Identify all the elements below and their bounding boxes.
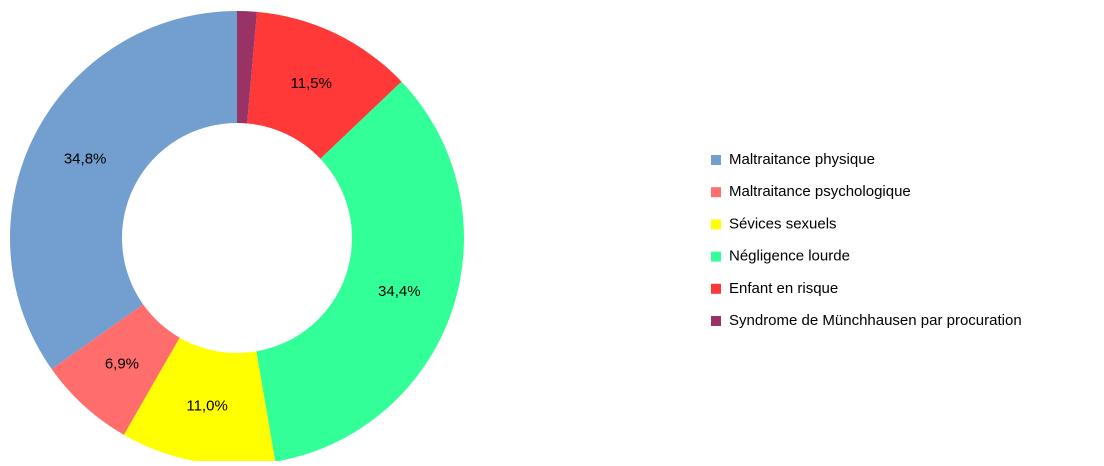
data-label: 11,0%: [186, 397, 227, 414]
donut-slice: [256, 81, 464, 462]
data-label: 34,4%: [378, 283, 421, 300]
data-label: 11,5%: [291, 75, 332, 92]
donut-slice: [237, 11, 257, 124]
legend-label: Sévices sexuels: [729, 215, 837, 232]
legend-label: Maltraitance psychologique: [729, 183, 911, 200]
legend-swatch: [711, 283, 721, 294]
legend-label: Syndrome de Münchhausen par procuration: [729, 312, 1022, 329]
legend-swatch: [711, 155, 721, 165]
legend-swatch: [711, 251, 721, 262]
legend-label: Maltraitance physique: [729, 151, 875, 168]
donut-slice: [247, 11, 402, 159]
legend-swatch: [711, 219, 721, 230]
data-label: 6,9%: [105, 355, 139, 372]
legend-swatch: [711, 187, 721, 198]
legend-label: Négligence lourde: [729, 248, 850, 265]
data-label: 34,8%: [64, 150, 107, 167]
legend-label: Enfant en risque: [729, 280, 838, 297]
donut-slice: [123, 337, 276, 465]
donut-slice: [51, 304, 180, 435]
donut-slice: [9, 11, 237, 370]
legend-swatch: [711, 316, 721, 326]
